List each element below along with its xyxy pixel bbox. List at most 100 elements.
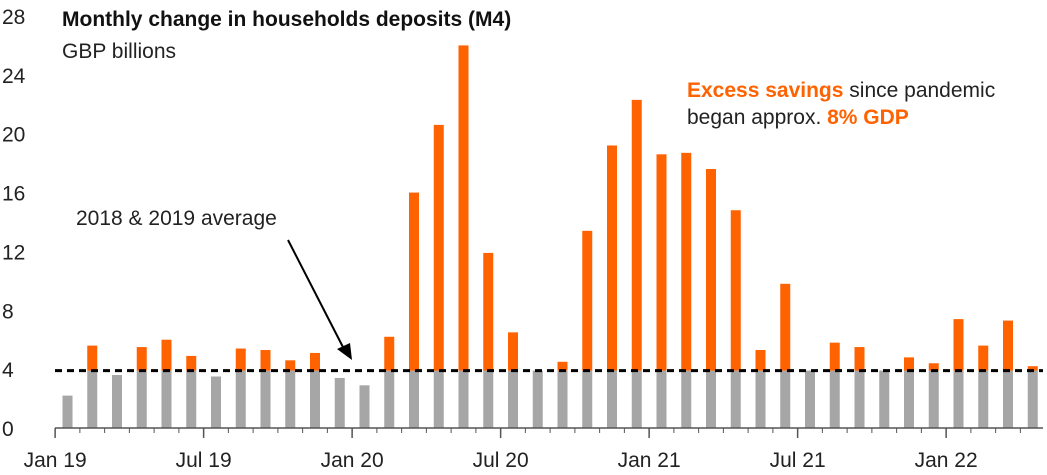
bar-base xyxy=(557,370,568,428)
bar-base xyxy=(334,377,345,428)
y-axis: 0 4 8 12 16 20 24 28 xyxy=(2,6,26,441)
bar-base xyxy=(1003,370,1013,428)
excess-mid-text: since pandemic xyxy=(843,79,996,102)
bar-excess xyxy=(631,99,642,371)
bar-excess xyxy=(508,332,518,371)
bar-base xyxy=(631,370,642,428)
chart-subtitle: GBP billions xyxy=(62,40,177,63)
bar-base xyxy=(607,370,617,428)
bar-excess xyxy=(780,283,791,371)
bar-base xyxy=(953,370,964,428)
bar-base xyxy=(359,385,370,428)
bar-excess xyxy=(235,348,246,371)
bar-base xyxy=(730,370,741,428)
bar-base xyxy=(532,370,543,428)
bar-excess xyxy=(310,352,320,371)
bar-excess xyxy=(557,361,568,371)
x-tick-label: Jan 19 xyxy=(24,449,87,472)
bar-base xyxy=(780,370,791,428)
bar-base xyxy=(384,370,395,428)
y-tick-label: 0 xyxy=(2,418,14,441)
bar-base xyxy=(235,370,246,428)
x-tick-label: Jan 21 xyxy=(618,449,681,472)
bar-base xyxy=(879,370,890,428)
bar-excess xyxy=(978,345,989,371)
bar-base xyxy=(805,370,815,428)
bar-base xyxy=(681,370,692,428)
x-tick-label: Jan 22 xyxy=(915,449,978,472)
x-tick-label: Jul 21 xyxy=(770,449,826,472)
bar-excess xyxy=(433,124,444,371)
bar-base xyxy=(656,370,667,428)
bar-excess xyxy=(458,45,469,371)
excess-line-2: began approx. 8% GDP xyxy=(687,104,995,131)
bar-base xyxy=(260,370,271,428)
bar-excess xyxy=(186,355,197,371)
x-tick-label: Jul 19 xyxy=(176,449,232,472)
bars-layer xyxy=(62,45,1038,428)
bar-base xyxy=(285,370,296,428)
bar-base xyxy=(409,370,419,428)
bar-base xyxy=(186,370,197,428)
bar-base xyxy=(706,370,716,428)
bar-base xyxy=(928,370,939,428)
bar-base xyxy=(483,370,494,428)
bar-excess xyxy=(1003,320,1013,371)
bar-excess xyxy=(607,145,617,371)
bar-excess xyxy=(260,350,271,371)
excess-pct: 8% GDP xyxy=(827,106,909,129)
bar-base xyxy=(433,370,444,428)
excess-line2-text: began approx. xyxy=(687,106,828,129)
x-tick-label: Jul 20 xyxy=(473,449,529,472)
y-tick-label: 28 xyxy=(2,6,25,29)
bar-base xyxy=(582,370,593,428)
bar-excess xyxy=(755,350,766,371)
y-tick-label: 16 xyxy=(2,183,25,206)
bar-base xyxy=(458,370,469,428)
bar-base xyxy=(755,370,766,428)
bar-base xyxy=(978,370,989,428)
bar-base xyxy=(310,370,320,428)
bar-base xyxy=(62,395,73,428)
bar-excess xyxy=(656,154,667,371)
bar-excess xyxy=(483,252,494,371)
y-tick-label: 4 xyxy=(2,359,14,382)
bar-excess xyxy=(706,169,716,371)
bar-base xyxy=(161,370,172,428)
average-arrow xyxy=(287,239,352,360)
bar-base xyxy=(508,370,518,428)
bar-base xyxy=(1027,370,1038,428)
bar-base xyxy=(829,370,840,428)
bar-excess xyxy=(87,345,98,371)
y-tick-label: 8 xyxy=(2,300,14,323)
bar-excess xyxy=(285,360,296,371)
bar-base xyxy=(211,376,221,428)
bar-excess xyxy=(1027,366,1038,371)
excess-savings-annotation: Excess savings since pandemic began appr… xyxy=(687,77,995,131)
y-tick-label: 24 xyxy=(2,65,26,88)
bar-base xyxy=(904,370,914,428)
bar-excess xyxy=(384,336,395,371)
excess-line-1: Excess savings since pandemic xyxy=(687,77,995,104)
y-tick-label: 12 xyxy=(2,241,25,264)
bar-excess xyxy=(829,342,840,371)
bar-excess xyxy=(928,363,939,371)
bar-excess xyxy=(854,347,865,371)
bar-excess xyxy=(409,192,419,371)
bar-excess xyxy=(136,347,147,371)
bar-excess xyxy=(161,339,172,371)
average-label: 2018 & 2019 average xyxy=(76,207,277,230)
chart-title: Monthly change in households deposits (M… xyxy=(62,8,512,31)
bar-excess xyxy=(582,230,593,371)
excess-highlight: Excess savings xyxy=(687,79,844,102)
bar-base xyxy=(854,370,865,428)
bar-excess xyxy=(904,357,914,371)
y-tick-label: 20 xyxy=(2,124,25,147)
x-tick-label: Jan 20 xyxy=(321,449,384,472)
bar-base xyxy=(112,375,122,428)
bar-base xyxy=(136,370,147,428)
bar-excess xyxy=(681,152,692,371)
bar-excess xyxy=(730,210,741,371)
bar-base xyxy=(87,370,98,428)
